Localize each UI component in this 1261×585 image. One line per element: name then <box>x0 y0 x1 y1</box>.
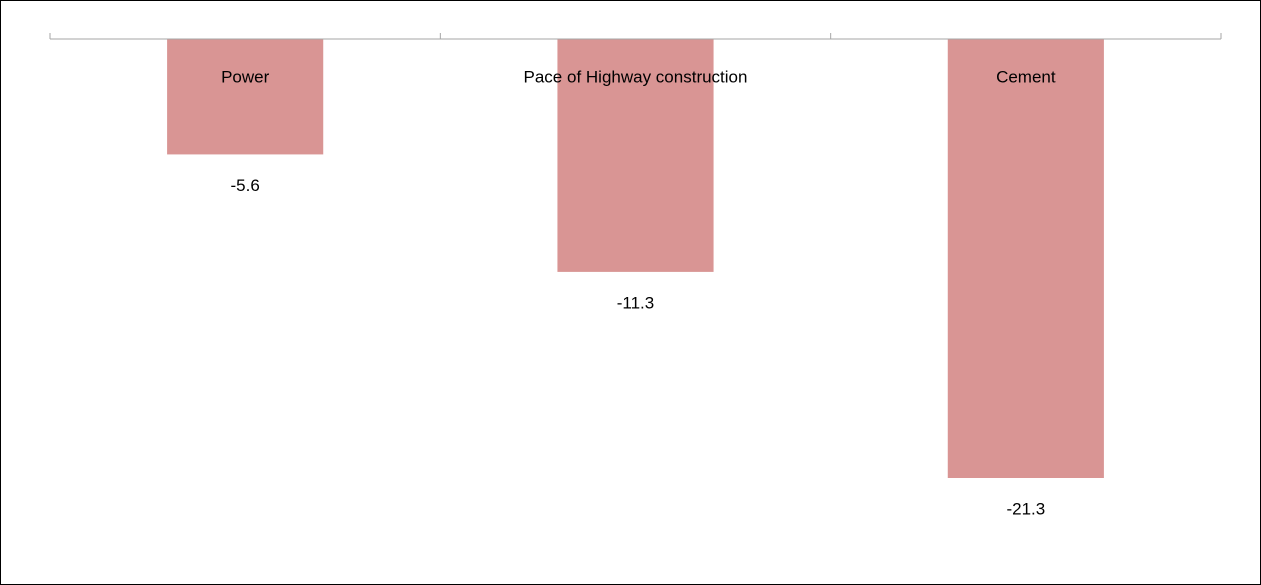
data-label: -21.3 <box>1006 499 1045 518</box>
data-label: -11.3 <box>617 293 655 312</box>
bar <box>947 39 1104 478</box>
bar <box>557 39 714 272</box>
category-label: Cement <box>996 67 1056 86</box>
category-label: Pace of Highway construction <box>524 67 748 86</box>
category-label: Power <box>221 67 270 86</box>
bar <box>167 39 324 155</box>
data-label: -5.6 <box>231 176 260 195</box>
